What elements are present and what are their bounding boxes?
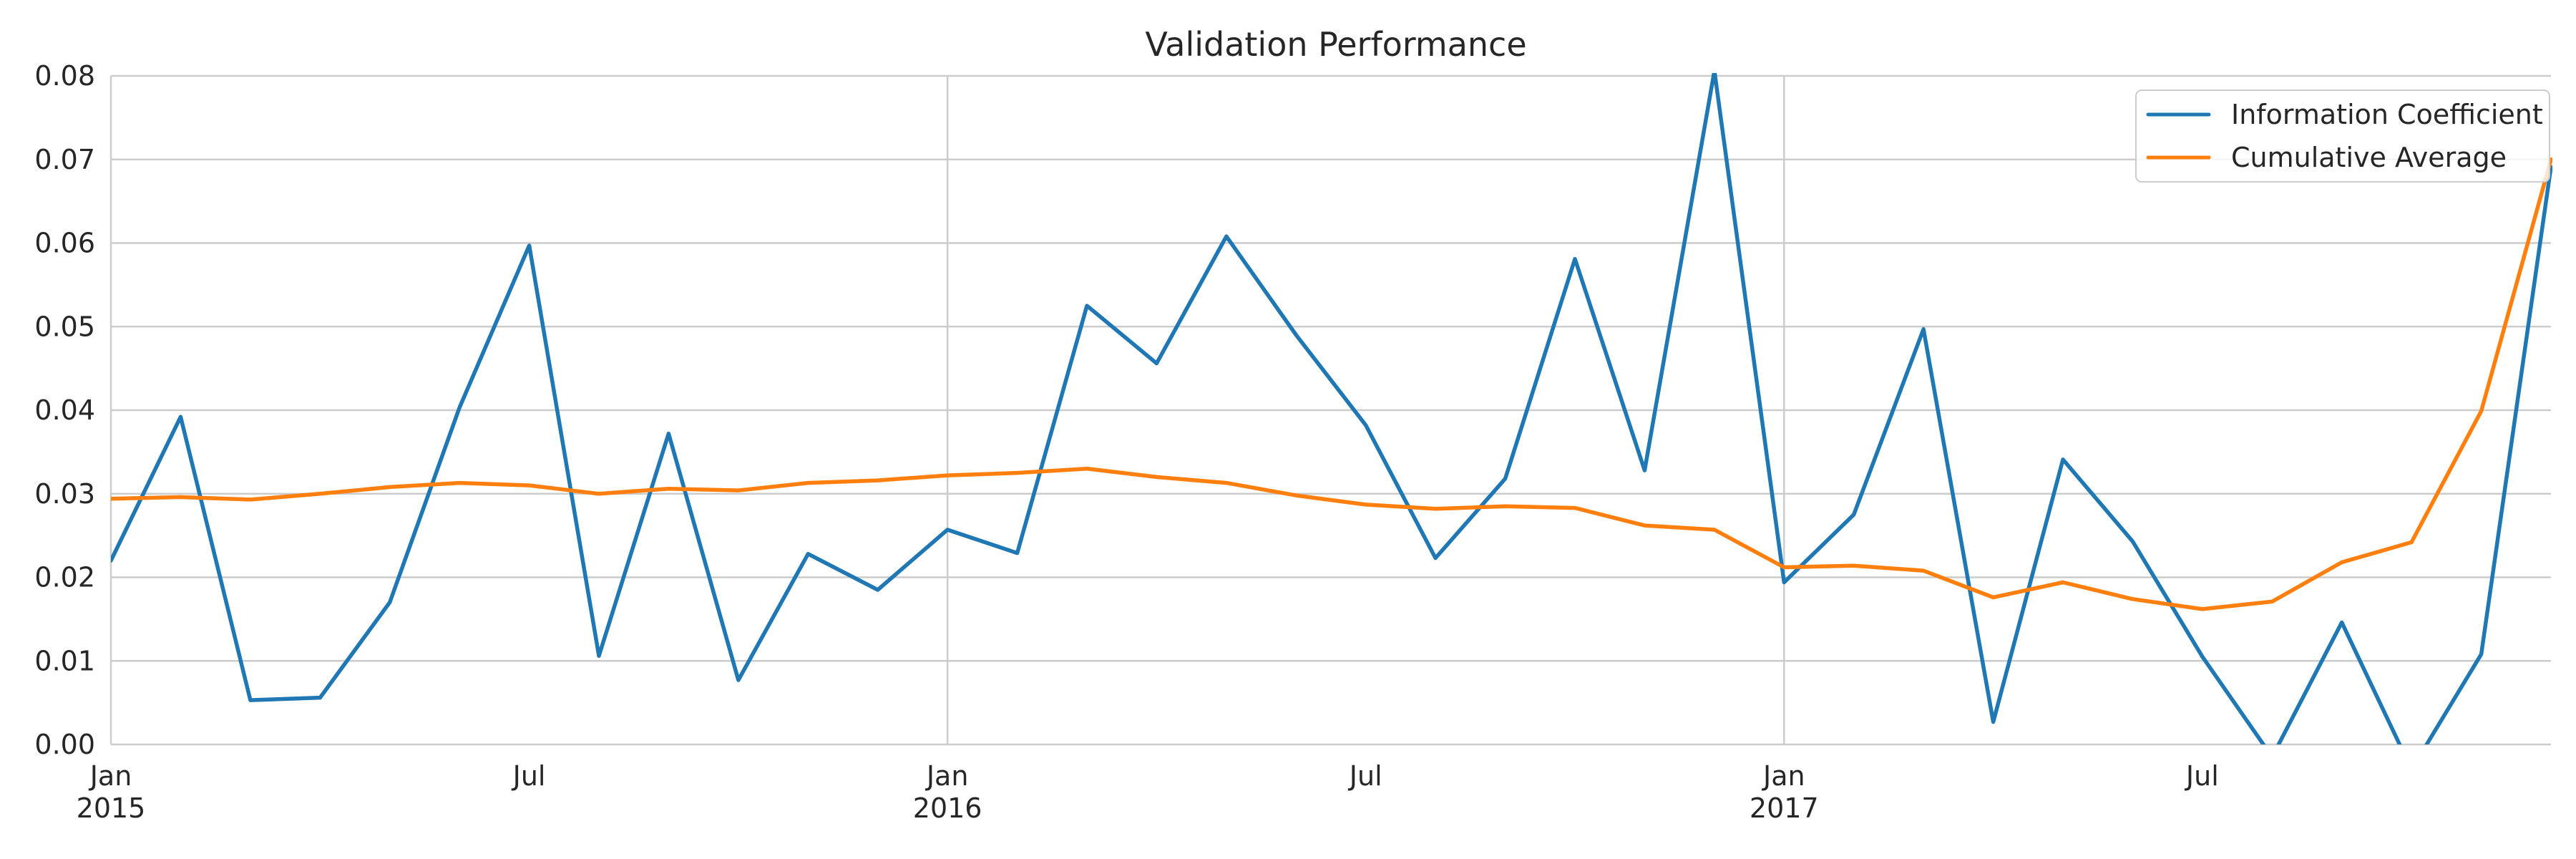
x-tick-label-year: 2016 [913, 792, 982, 824]
y-tick-label: 0.05 [34, 311, 95, 342]
x-tick-label-month: Jul [512, 760, 546, 792]
tick-label-layer: 0.000.010.020.030.040.050.060.070.08Jan2… [34, 60, 2218, 824]
y-tick-label: 0.07 [34, 144, 95, 175]
y-tick-label: 0.06 [34, 228, 95, 259]
x-tick-label-month: Jan [1762, 760, 1805, 792]
x-tick-label-month: Jan [89, 760, 132, 792]
legend-label-information-coefficient: Information Coefficient [2231, 99, 2543, 130]
x-tick-label-month: Jul [1348, 760, 1382, 792]
x-tick-label-month: Jul [2185, 760, 2219, 792]
axis-layer [109, 76, 2551, 746]
y-tick-label: 0.01 [34, 645, 95, 676]
y-tick-label: 0.04 [34, 394, 95, 426]
chart-title: Validation Performance [1145, 25, 1526, 64]
x-tick-label-year: 2017 [1750, 792, 1819, 824]
series-line-cumulative-average [111, 157, 2552, 611]
y-tick-label: 0.03 [34, 478, 95, 510]
series-layer [111, 73, 2552, 744]
legend-box [2135, 89, 2550, 183]
series-line-information-coefficient [111, 73, 2552, 744]
y-tick-label: 0.02 [34, 562, 95, 593]
x-tick-label-month: Jan [925, 760, 969, 792]
y-tick-label: 0.08 [34, 60, 95, 92]
x-tick-label-year: 2015 [77, 792, 146, 824]
legend-label-cumulative-average: Cumulative Average [2231, 142, 2507, 173]
y-tick-label: 0.00 [34, 729, 95, 760]
legend: Information Coefficient Cumulative Avera… [2135, 89, 2550, 183]
